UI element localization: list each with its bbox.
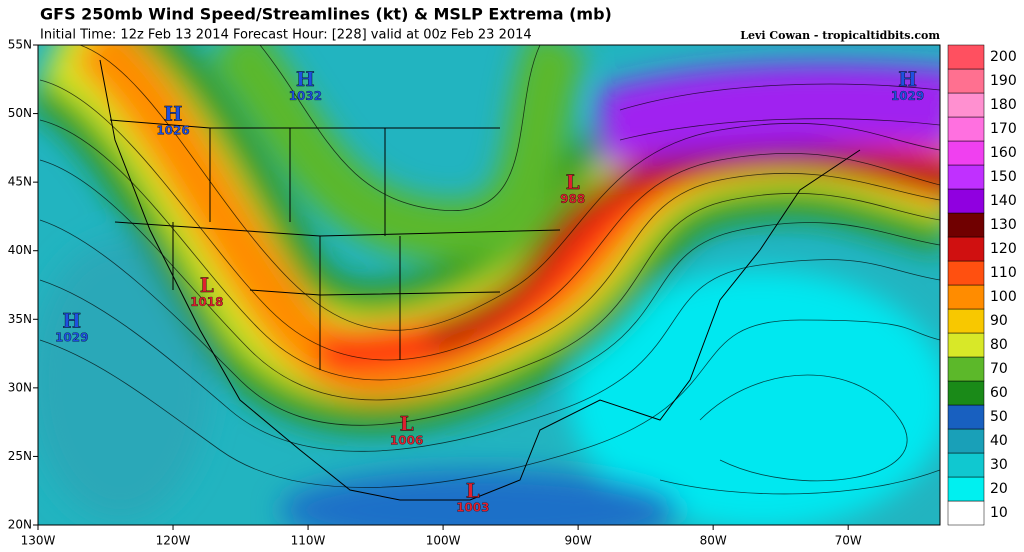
colorbar-label: 20	[990, 481, 1008, 497]
y-tick-label: 20N	[8, 518, 32, 532]
pressure-letter: H	[164, 101, 183, 125]
pressure-value: 1003	[456, 501, 489, 515]
y-tick-label: 40N	[8, 243, 32, 257]
colorbar-label: 120	[990, 241, 1017, 257]
pressure-value: 1018	[190, 295, 223, 309]
colorbar-swatch	[947, 332, 985, 358]
colorbar-swatch	[947, 476, 985, 502]
overlay: 130W 120W 110W 100W 90W 80W 70W 20N 25N 30N 35N 40N…	[8, 38, 1017, 548]
pressure-value: 1026	[156, 123, 189, 137]
colorbar-swatch	[947, 500, 985, 526]
colorbar-swatch	[947, 68, 985, 94]
y-tick-label: 30N	[8, 380, 32, 394]
colorbar-swatch	[947, 236, 985, 262]
colorbar-swatch	[947, 140, 985, 166]
x-tick-label: 70W	[835, 534, 862, 548]
colorbar-swatch	[947, 452, 985, 478]
colorbar-label: 10	[990, 505, 1008, 521]
y-tick-label: 55N	[8, 38, 32, 52]
colorbar-swatch	[947, 92, 985, 118]
credit: Levi Cowan - tropicaltidbits.com	[740, 29, 940, 42]
x-tick-label: 100W	[426, 534, 461, 548]
colorbar-label: 70	[990, 361, 1008, 377]
y-tick-label: 35N	[8, 312, 32, 326]
pressure-letter: L	[466, 479, 480, 503]
colorbar-swatch	[947, 380, 985, 406]
subtitle: Initial Time: 12z Feb 13 2014 Forecast H…	[40, 28, 532, 43]
colorbar-label: 90	[990, 313, 1008, 329]
colorbar-swatch	[947, 164, 985, 190]
colorbar-label: 60	[990, 385, 1008, 401]
streamlines	[39, 45, 940, 495]
pressure-letter: H	[296, 67, 315, 91]
colorbar-label: 170	[990, 121, 1017, 137]
map-frame	[37, 44, 941, 526]
colorbar-label: 190	[990, 73, 1017, 89]
pressure-value: 988	[560, 192, 585, 206]
colorbar-label: 30	[990, 457, 1008, 473]
pressure-letter: L	[200, 273, 214, 297]
colorbar-label: 100	[990, 289, 1017, 305]
colorbar-label: 140	[990, 193, 1017, 209]
colorbar-swatch	[947, 356, 985, 382]
colorbar-label: 110	[990, 265, 1017, 281]
colorbar-swatch	[947, 44, 985, 70]
colorbar-swatch	[947, 404, 985, 430]
pressure-letter: L	[400, 411, 414, 435]
colorbar-swatch	[947, 212, 985, 238]
colorbar-label: 130	[990, 217, 1017, 233]
x-tick-label: 110W	[291, 534, 326, 548]
pressure-value: 1032	[289, 89, 322, 103]
title: GFS 250mb Wind Speed/Streamlines (kt) & …	[40, 5, 612, 24]
colorbar-label: 180	[990, 97, 1017, 113]
colorbar-swatch	[947, 188, 985, 214]
y-tick-label: 50N	[8, 106, 32, 120]
colorbar-label: 160	[990, 145, 1017, 161]
pressure-letter: H	[62, 309, 81, 333]
boundaries	[99, 59, 861, 501]
colorbar-label: 150	[990, 169, 1017, 185]
y-tick-label: 25N	[8, 449, 32, 463]
colorbar-swatch	[947, 308, 985, 334]
colorbar-swatch	[947, 428, 985, 454]
colorbar-label: 80	[990, 337, 1008, 353]
colorbar-swatch	[947, 284, 985, 310]
x-tick-label: 80W	[700, 534, 727, 548]
y-tick-label: 45N	[8, 175, 32, 189]
pressure-value: 1029	[891, 89, 924, 103]
pressure-value: 1029	[55, 331, 88, 345]
pressure-letter: H	[898, 67, 917, 91]
colorbar-label: 40	[990, 433, 1008, 449]
x-tick-label: 120W	[156, 534, 191, 548]
x-tick-label: 90W	[565, 534, 592, 548]
pressure-value: 1006	[390, 433, 423, 447]
wind-field	[38, 45, 940, 525]
pressure-letter: L	[566, 170, 580, 194]
colorbar-swatch	[947, 116, 985, 142]
colorbar-swatch	[947, 260, 985, 286]
x-tick-label: 130W	[21, 534, 56, 548]
colorbar-label: 50	[990, 409, 1008, 425]
colorbar-label: 200	[990, 49, 1017, 65]
